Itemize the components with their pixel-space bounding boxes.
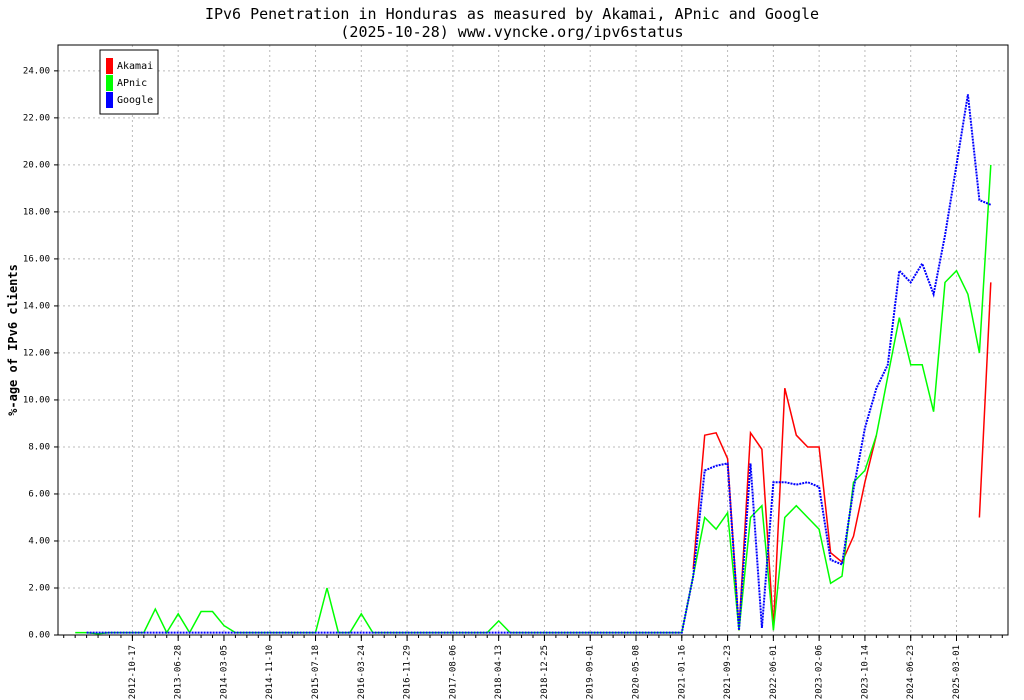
- x-tick-label: 2020-05-08: [632, 645, 642, 699]
- x-tick-label: 2021-09-23: [723, 645, 733, 699]
- x-tick-label: 2013-06-28: [174, 645, 184, 699]
- y-axis-label: %-age of IPv6 clients: [6, 264, 20, 416]
- y-tick-label: 18.00: [23, 207, 50, 217]
- series-line: [75, 164, 992, 635]
- y-tick-label: 12.00: [23, 348, 50, 358]
- y-tick-label: 0.00: [28, 631, 50, 641]
- chart-title: IPv6 Penetration in Honduras as measured…: [205, 5, 819, 23]
- x-tick-label: 2025-03-01: [952, 645, 962, 699]
- x-tick-label: 2018-04-13: [494, 645, 504, 699]
- x-tick-label: 2017-08-06: [448, 645, 458, 699]
- y-tick-label: 20.00: [23, 160, 50, 170]
- y-tick-label: 8.00: [28, 442, 50, 452]
- x-tick-label: 2012-10-17: [128, 645, 138, 699]
- y-tick-label: 10.00: [23, 395, 50, 405]
- x-tick-label: 2023-10-14: [860, 645, 870, 699]
- y-tick-label: 14.00: [23, 301, 50, 311]
- legend-swatch: [106, 92, 113, 108]
- y-tick-label: 6.00: [28, 489, 50, 499]
- legend-label: APnic: [117, 78, 147, 89]
- x-tick-label: 2015-07-18: [311, 645, 321, 699]
- x-tick-label: 2016-03-24: [357, 645, 367, 699]
- x-tick-label: 2023-02-06: [815, 645, 825, 699]
- x-tick-label: 2016-11-29: [403, 645, 413, 699]
- series-line: [86, 94, 992, 634]
- legend-label: Google: [117, 95, 153, 106]
- x-tick-label: 2014-03-05: [219, 645, 229, 699]
- plot-frame: [57, 44, 1009, 636]
- x-tick-label: 2018-12-25: [540, 645, 550, 699]
- y-tick-label: 16.00: [23, 254, 50, 264]
- x-tick-label: 2022-06-01: [769, 645, 779, 699]
- x-tick-label: 2014-11-10: [265, 645, 275, 699]
- x-tick-label: 2019-09-01: [586, 645, 596, 699]
- legend-swatch: [106, 75, 113, 91]
- y-tick-label: 24.00: [23, 66, 50, 76]
- x-tick-label: 2024-06-23: [906, 645, 916, 699]
- y-tick-label: 2.00: [28, 583, 50, 593]
- legend-swatch: [106, 58, 113, 74]
- y-tick-label: 22.00: [23, 113, 50, 123]
- x-tick-label: 2021-01-16: [677, 645, 687, 699]
- y-tick-label: 4.00: [28, 536, 50, 546]
- legend-label: Akamai: [117, 61, 153, 72]
- chart-subtitle: (2025-10-28) www.vyncke.org/ipv6status: [340, 23, 683, 41]
- series-line: [692, 282, 992, 631]
